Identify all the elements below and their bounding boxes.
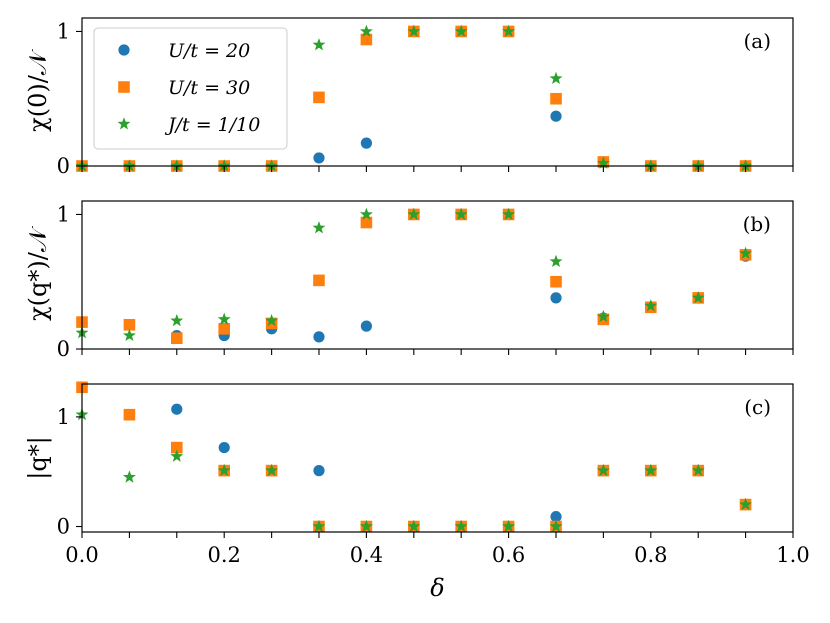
data-point-star	[739, 246, 753, 259]
data-point-star	[454, 519, 468, 533]
panel-label: (b)	[743, 212, 771, 236]
data-point-star	[549, 71, 563, 85]
legend-entry-label: J/t = 1/10	[164, 114, 260, 136]
y-tick-label: 0	[57, 154, 70, 178]
legend-marker-square	[118, 81, 130, 93]
series-star	[75, 207, 753, 342]
data-point-star	[359, 24, 373, 37]
data-point-star	[596, 156, 610, 169]
data-point-star	[454, 24, 468, 37]
data-point-star	[596, 309, 610, 323]
data-point-star	[596, 463, 610, 477]
data-point-star	[691, 159, 705, 172]
data-point-square	[218, 323, 230, 335]
data-point-star	[217, 312, 231, 325]
legend-marker-circle	[118, 44, 130, 56]
data-point-circle	[171, 403, 183, 415]
data-point-star	[122, 159, 136, 172]
data-point-star	[217, 159, 231, 172]
data-point-star	[170, 449, 184, 462]
data-point-star	[502, 207, 516, 220]
data-point-star	[407, 24, 421, 37]
data-point-star	[502, 24, 516, 37]
series-star	[75, 407, 753, 533]
panel-1: 0 1χ(0)/𝒩 (a) U/t = 20 U/t = 30 J/t = 1/10	[24, 17, 794, 178]
legend-entry-label: U/t = 20	[168, 40, 250, 62]
data-point-star	[407, 519, 421, 533]
x-tick-label: 0.4	[350, 543, 383, 567]
plot-frame	[81, 383, 794, 533]
data-point-star	[312, 38, 326, 51]
y-tick-label: 1	[57, 19, 70, 43]
plot-frame	[81, 200, 794, 350]
legend: U/t = 20 U/t = 30 J/t = 1/10	[93, 27, 288, 150]
panel-3: 0 1 0.0 0.2 0.4 0.6 0.8 1.0 δ |q*| (c)	[24, 381, 810, 602]
y-tick-label: 0	[57, 337, 70, 361]
data-point-circle	[360, 320, 372, 332]
panel-2: 0 1χ(q*)/𝒩 (b)	[24, 200, 794, 361]
data-point-star	[502, 519, 516, 533]
plot-frame	[81, 17, 794, 167]
data-point-star	[217, 463, 231, 477]
legend-entry-label: U/t = 30	[168, 77, 250, 99]
data-point-star	[265, 313, 279, 327]
data-point-star	[170, 313, 184, 327]
legend-box	[93, 27, 288, 150]
data-point-square	[550, 275, 562, 288]
data-point-star	[359, 519, 373, 533]
data-point-circle	[550, 511, 562, 523]
data-point-circle	[550, 292, 562, 304]
y-axis-label: |q*|	[24, 436, 53, 480]
data-point-square	[360, 216, 373, 229]
data-point-square	[313, 274, 325, 287]
data-point-star	[644, 463, 658, 477]
data-point-star	[549, 519, 563, 533]
x-tick-label: 0.8	[634, 543, 667, 567]
data-point-square	[123, 408, 136, 421]
data-point-star	[644, 159, 658, 172]
data-point-star	[122, 328, 136, 342]
data-point-square	[313, 91, 325, 104]
legend-marker-star	[117, 117, 131, 130]
x-tick-label: 0.0	[65, 543, 98, 567]
data-point-square	[360, 33, 373, 46]
data-point-square	[123, 318, 136, 331]
data-point-circle	[360, 137, 372, 149]
data-point-square	[550, 92, 562, 105]
data-point-square	[170, 441, 183, 454]
data-point-circle	[218, 441, 230, 454]
panel-label: (a)	[743, 29, 771, 53]
data-point-star	[312, 221, 326, 234]
data-point-star	[122, 470, 136, 483]
data-point-star	[739, 497, 753, 511]
panel-label: (c)	[744, 395, 771, 419]
data-point-star	[407, 207, 421, 220]
y-axis-label: χ(q*)/𝒩	[24, 225, 52, 321]
y-tick-label: 0	[57, 515, 70, 539]
data-point-star	[739, 159, 753, 172]
x-tick-label: 1.0	[776, 543, 809, 567]
data-point-star	[691, 463, 705, 477]
data-point-star	[454, 207, 468, 220]
y-axis-label: χ(0)/𝒩	[24, 48, 52, 132]
data-point-star	[265, 463, 279, 477]
x-tick-label: 0.2	[207, 543, 240, 567]
data-point-star	[549, 254, 563, 268]
data-point-star	[312, 519, 326, 533]
data-point-star	[691, 291, 705, 304]
data-point-star	[359, 207, 373, 220]
y-tick-label: 1	[57, 202, 70, 226]
data-point-star	[170, 159, 184, 172]
data-point-star	[265, 159, 279, 172]
x-tick-label: 0.6	[492, 543, 525, 567]
data-point-square	[170, 332, 183, 345]
data-point-circle	[313, 331, 325, 343]
data-point-circle	[550, 110, 562, 122]
data-point-star	[644, 299, 658, 312]
x-axis-label: δ	[430, 574, 444, 602]
y-tick-label: 1	[57, 405, 70, 429]
data-point-circle	[313, 152, 325, 164]
data-point-circle	[313, 465, 325, 477]
